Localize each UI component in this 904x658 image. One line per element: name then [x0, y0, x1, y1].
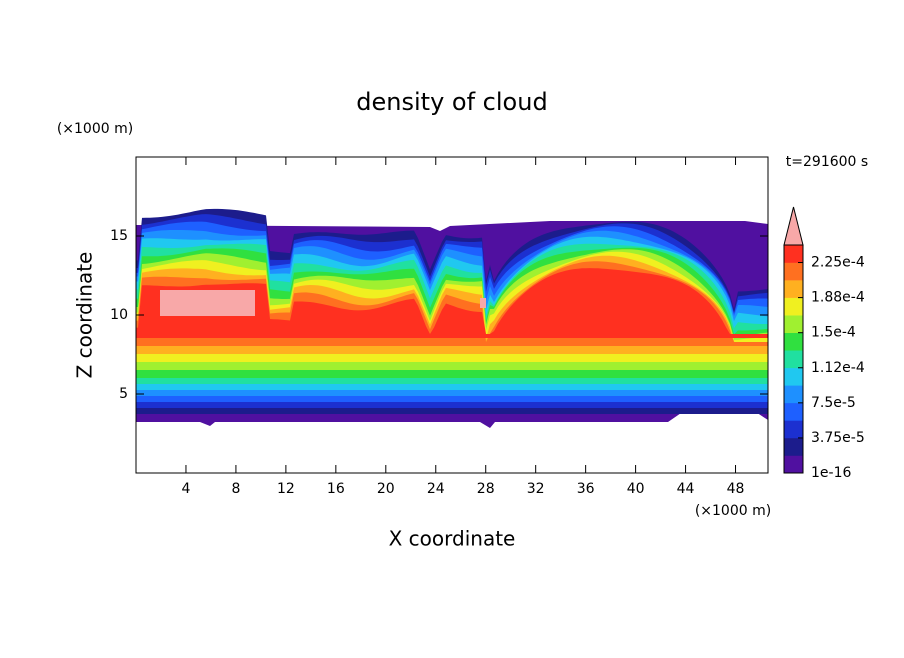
x-tick-label: 12 [277, 481, 295, 497]
colorbar-tick-label: 1.12e-4 [811, 360, 865, 376]
x-tick-label: 36 [577, 481, 595, 497]
x-tick-label: 16 [327, 481, 345, 497]
colorbar-tick-label: 3.75e-5 [811, 430, 865, 446]
x-axis-title: X coordinate [389, 527, 516, 551]
colorbar-band [784, 350, 803, 369]
colorbar-band [784, 420, 803, 439]
colorbar-tick-label: 1.88e-4 [811, 290, 865, 306]
colorbar-band [784, 280, 803, 298]
colorbar-tick-label: 2.25e-4 [811, 255, 865, 271]
colorbar-band [784, 297, 803, 316]
time-annotation: t=291600 s [786, 154, 868, 170]
colorbar-band [784, 385, 803, 404]
y-axis-title: Z coordinate [73, 252, 97, 379]
x-tick-label: 44 [677, 481, 695, 497]
colorbar-band [784, 245, 803, 263]
x-tick-label: 20 [377, 481, 395, 497]
colorbar-tick-label: 7.5e-5 [811, 395, 856, 411]
colorbar-band [784, 455, 803, 474]
colorbar: 1e-16 3.75e-5 7.5e-5 1.12e-4 1.5e-4 1.88e-4 2.… [783, 206, 865, 481]
x-tick-label: 48 [727, 481, 745, 497]
colorbar-extend [783, 206, 804, 246]
x-tick-label: 24 [427, 481, 445, 497]
colorbar-tick-label: 1.5e-4 [811, 325, 856, 341]
x-tick-label: 8 [231, 481, 240, 497]
y-unit: (×1000 m) [57, 121, 133, 137]
contour-field [136, 208, 768, 428]
x-tick-label: 4 [181, 481, 190, 497]
field-peak [480, 298, 486, 308]
colorbar-tick-label: 1e-16 [811, 465, 851, 481]
colorbar-band [784, 332, 803, 351]
y-tick-label: 10 [110, 307, 128, 323]
colorbar-band [784, 437, 803, 456]
colorbar-frame [783, 244, 804, 474]
x-tick-label: 32 [527, 481, 545, 497]
colorbar-band [784, 402, 803, 421]
y-tick-label: 15 [110, 228, 128, 244]
colorbar-band [784, 315, 803, 333]
chart-title: density of cloud [356, 88, 547, 116]
x-tick-label: 28 [477, 481, 495, 497]
y-tick-label: 5 [119, 386, 128, 402]
x-tick-label: 40 [627, 481, 645, 497]
field-peak [160, 290, 255, 316]
colorbar-band [784, 367, 803, 386]
colorbar-band [784, 262, 803, 281]
field-layer [136, 268, 768, 338]
x-unit: (×1000 m) [695, 503, 771, 519]
